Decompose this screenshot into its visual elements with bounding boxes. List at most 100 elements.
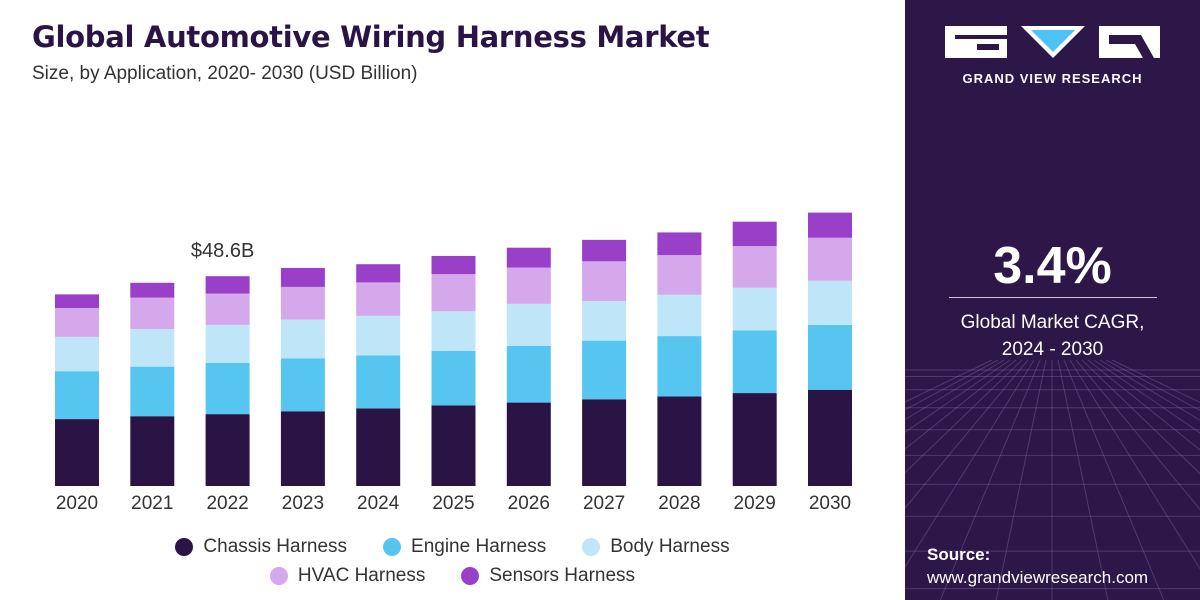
bar-segment-body-harness-2030: [808, 280, 852, 325]
bar-segment-chassis-harness-2022: [205, 414, 250, 486]
bar-segment-sensors-harness-2020: [55, 294, 99, 308]
x-tick-label-2022: 2022: [206, 493, 248, 514]
bar-segment-engine-harness-2030: [808, 324, 852, 390]
brand-panel: GRAND VIEW RESEARCH 3.4% Global Market C…: [905, 0, 1200, 600]
bar-segment-body-harness-2024: [356, 315, 401, 356]
source-label: Source:: [927, 545, 991, 564]
legend-row: Chassis Harness Engine Harness Body Harnes…: [0, 532, 905, 561]
bar-segment-body-harness-2029: [732, 287, 777, 331]
bar-segment-engine-harness-2027: [582, 340, 627, 400]
bar-segment-hvac-harness-2021: [130, 297, 175, 330]
bar-segment-engine-harness-2022: [205, 362, 250, 415]
stacked-bar-chart: 2020 2021 2022 $48.6B 2023 2024 2025 2026 2027 20…: [55, 212, 852, 514]
bar-segment-chassis-harness-2026: [506, 402, 551, 486]
legend-item-hvac-harness: HVAC Harness: [269, 564, 426, 587]
bar-segment-hvac-harness-2027: [582, 261, 627, 301]
x-tick-label-2024: 2024: [357, 493, 400, 514]
x-tick-label-2027: 2027: [583, 493, 625, 514]
legend-swatch: [461, 566, 480, 585]
bar-segment-hvac-harness-2025: [431, 274, 476, 312]
bar-segment-engine-harness-2028: [657, 336, 702, 397]
bar-segment-sensors-harness-2023: [280, 267, 325, 287]
bar-segment-body-harness-2021: [130, 329, 175, 367]
legend-label: HVAC Harness: [297, 564, 426, 586]
bar-segment-body-harness-2023: [280, 319, 325, 359]
legend-item-sensors-harness: Sensors Harness: [461, 565, 635, 587]
cagr-value: 3.4%: [993, 237, 1112, 295]
bar-segment-chassis-harness-2020: [55, 419, 99, 486]
legend-label: Chassis Harness: [203, 535, 348, 557]
legend-label: Engine Harness: [411, 535, 547, 557]
bar-segment-engine-harness-2024: [356, 355, 401, 409]
chart-subtitle: Size, by Application, 2020- 2030 (USD Bi…: [32, 63, 418, 84]
legend-swatch: [175, 537, 194, 556]
bar-segment-hvac-harness-2024: [356, 282, 401, 316]
bar-segment-body-harness-2020: [55, 336, 99, 372]
bar-segment-engine-harness-2021: [130, 366, 175, 417]
bar-segment-chassis-harness-2025: [431, 405, 476, 486]
legend-swatch: [383, 537, 402, 556]
data-label-2022: $48.6B: [191, 240, 254, 262]
bar-segment-body-harness-2028: [657, 294, 702, 337]
bar-segment-chassis-harness-2028: [657, 396, 702, 486]
x-tick-label-2026: 2026: [508, 493, 550, 514]
legend-row: HVAC Harness Sensors Harness: [0, 561, 905, 590]
cagr-divider: [949, 297, 1157, 298]
bar-segment-sensors-harness-2029: [732, 221, 777, 247]
bar-segment-sensors-harness-2028: [657, 232, 702, 256]
grand-view-research-logo: [945, 26, 1160, 58]
bar-segment-hvac-harness-2023: [280, 286, 325, 320]
source-link[interactable]: www.grandviewresearch.com: [927, 568, 1149, 587]
chart-title: Global Automotive Wiring Harness Market: [32, 20, 710, 54]
bar-segment-hvac-harness-2028: [657, 255, 702, 295]
bar-segment-chassis-harness-2021: [130, 416, 175, 486]
bar-segment-body-harness-2027: [582, 300, 627, 341]
legend-item-body-harness: Body Harness: [582, 535, 730, 558]
bar-segment-sensors-harness-2027: [582, 239, 627, 262]
bar-segment-body-harness-2026: [506, 303, 551, 346]
x-tick-label-2025: 2025: [432, 493, 474, 514]
bar-segment-sensors-harness-2022: [205, 276, 250, 294]
brand-name: GRAND VIEW RESEARCH: [962, 71, 1143, 86]
bar-segment-sensors-harness-2024: [356, 264, 401, 283]
legend-item-engine-harness: Engine Harness: [383, 536, 546, 558]
bar-segment-engine-harness-2025: [431, 350, 476, 406]
bar-segment-engine-harness-2023: [280, 358, 325, 412]
grid-floor-graphic: [905, 359, 1200, 600]
bar-segment-chassis-harness-2030: [808, 389, 852, 486]
x-tick-label-2028: 2028: [658, 493, 700, 514]
bar-segment-sensors-harness-2025: [431, 255, 476, 275]
legend-swatch: [269, 566, 288, 585]
legend-swatch: [582, 537, 601, 556]
bar-segment-engine-harness-2026: [506, 345, 551, 403]
bar-segment-chassis-harness-2023: [280, 411, 325, 486]
bar-segment-sensors-harness-2030: [808, 212, 852, 238]
bar-segment-chassis-harness-2027: [582, 399, 627, 486]
bar-segment-sensors-harness-2026: [506, 247, 551, 268]
x-tick-label-2029: 2029: [734, 493, 776, 514]
cagr-label-line2: 2024 - 2030: [1001, 339, 1104, 360]
bar-segment-hvac-harness-2029: [732, 246, 777, 288]
bar-segment-hvac-harness-2022: [205, 293, 250, 325]
chart-panel: Global Automotive Wiring Harness Market …: [0, 20, 905, 590]
bar-segment-engine-harness-2029: [732, 330, 777, 394]
bar-segment-chassis-harness-2024: [356, 408, 401, 486]
x-tick-label-2021: 2021: [131, 493, 173, 514]
x-tick-label-2020: 2020: [56, 493, 98, 514]
bar-segment-engine-harness-2020: [55, 371, 99, 420]
bar-segment-sensors-harness-2021: [130, 282, 175, 298]
bar-segment-hvac-harness-2030: [808, 237, 852, 281]
cagr-label: Global Market CAGR, 2024 - 2030: [905, 309, 1200, 363]
bar-segment-hvac-harness-2026: [506, 267, 551, 304]
legend-label: Body Harness: [610, 535, 730, 557]
bar-segment-chassis-harness-2029: [732, 393, 777, 486]
bar-segment-hvac-harness-2020: [55, 307, 99, 337]
legend-item-chassis-harness: Chassis Harness: [175, 536, 347, 558]
x-tick-label-2023: 2023: [282, 493, 324, 514]
cagr-label-line1: Global Market CAGR,: [960, 312, 1145, 333]
x-tick-label-2030: 2030: [809, 493, 851, 514]
bar-segment-body-harness-2025: [431, 311, 476, 351]
legend-label: Sensors Harness: [489, 564, 636, 586]
bar-segment-body-harness-2022: [205, 324, 250, 363]
chart-legend: Chassis Harness Engine Harness Body Harnes…: [0, 532, 905, 590]
